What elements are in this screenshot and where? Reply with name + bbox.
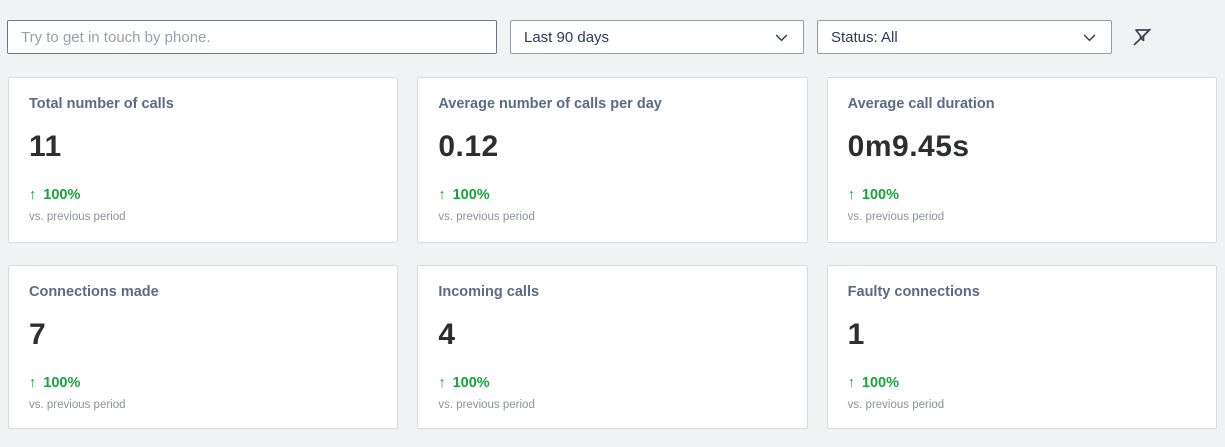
trend-change: 100% xyxy=(861,375,899,391)
card-value: 11 xyxy=(29,130,62,163)
card-trend: ↑ 100% xyxy=(438,375,786,391)
filter-bar: Last 90 days Status: All xyxy=(7,20,1155,54)
card-value: 7 xyxy=(29,318,47,351)
date-range-dropdown[interactable]: Last 90 days xyxy=(510,20,804,54)
trend-up-icon: ↑ xyxy=(847,187,855,203)
card-trend: ↑ 100% xyxy=(848,187,1196,203)
trend-change: 100% xyxy=(861,187,899,203)
search-input[interactable] xyxy=(7,20,497,54)
trend-change: 100% xyxy=(43,375,81,391)
card-value: 0m9.45s xyxy=(847,130,970,163)
card-title: Average number of calls per day xyxy=(438,96,662,112)
card-value: 1 xyxy=(847,318,865,351)
trend-up-icon: ↑ xyxy=(29,375,37,391)
stat-card-incoming-calls: Incoming calls 4 ↑ 100% vs. previous per… xyxy=(417,265,808,429)
chevron-down-icon xyxy=(773,29,790,46)
card-value: 4 xyxy=(438,318,456,351)
comparison-label: vs. previous period xyxy=(29,211,126,223)
card-trend: ↑ 100% xyxy=(29,375,377,391)
stats-grid: Total number of calls 11 ↑ 100% vs. prev… xyxy=(8,77,1217,429)
comparison-label: vs. previous period xyxy=(438,211,535,223)
status-dropdown[interactable]: Status: All xyxy=(817,20,1112,54)
stat-card-connections-made: Connections made 7 ↑ 100% vs. previous p… xyxy=(8,265,399,429)
trend-change: 100% xyxy=(452,375,490,391)
clear-filters-button[interactable] xyxy=(1129,24,1155,50)
status-value: Status: All xyxy=(831,28,898,46)
trend-up-icon: ↑ xyxy=(438,187,446,203)
trend-change: 100% xyxy=(452,187,490,203)
filter-off-icon xyxy=(1130,25,1154,49)
stat-card-avg-calls-per-day: Average number of calls per day 0.12 ↑ 1… xyxy=(417,77,808,243)
card-trend: ↑ 100% xyxy=(29,187,377,203)
stat-card-avg-call-duration: Average call duration 0m9.45s ↑ 100% vs.… xyxy=(826,77,1217,243)
card-title: Total number of calls xyxy=(29,96,174,112)
trend-up-icon: ↑ xyxy=(438,375,446,391)
card-title: Faulty connections xyxy=(847,284,980,300)
comparison-label: vs. previous period xyxy=(29,399,126,411)
chevron-down-icon xyxy=(1081,29,1098,46)
comparison-label: vs. previous period xyxy=(847,399,945,411)
comparison-label: vs. previous period xyxy=(847,211,945,223)
card-value: 0.12 xyxy=(438,130,499,163)
trend-up-icon: ↑ xyxy=(29,187,37,203)
trend-up-icon: ↑ xyxy=(847,375,855,391)
stat-card-total-calls: Total number of calls 11 ↑ 100% vs. prev… xyxy=(8,77,399,243)
stat-card-faulty-connections: Faulty connections 1 ↑ 100% vs. previous… xyxy=(826,265,1217,429)
card-title: Incoming calls xyxy=(438,284,540,300)
card-title: Average call duration xyxy=(847,96,995,112)
card-trend: ↑ 100% xyxy=(848,375,1196,391)
card-trend: ↑ 100% xyxy=(438,187,786,203)
date-range-value: Last 90 days xyxy=(524,28,610,46)
card-title: Connections made xyxy=(29,284,159,300)
trend-change: 100% xyxy=(43,187,81,203)
comparison-label: vs. previous period xyxy=(438,399,535,411)
